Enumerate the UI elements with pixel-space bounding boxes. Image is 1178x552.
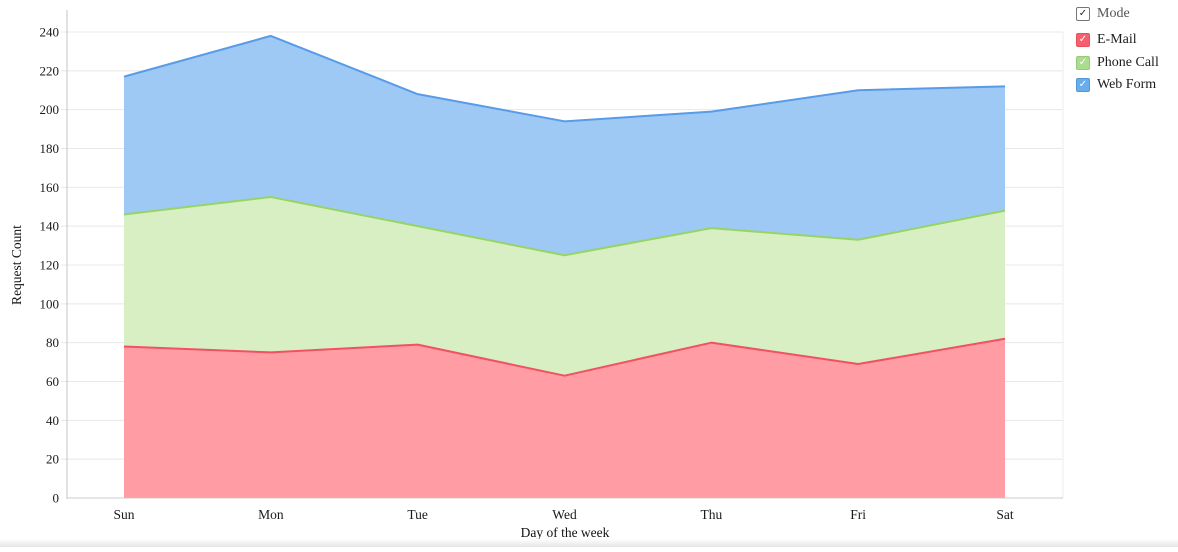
x-tick-label: Sun <box>113 507 134 522</box>
email-checkbox[interactable]: ✓ <box>1076 33 1090 47</box>
web-checkbox[interactable]: ✓ <box>1076 78 1090 92</box>
y-tick-label: 160 <box>40 180 60 195</box>
y-tick-label: 40 <box>46 413 59 428</box>
line-phone-call <box>123 196 1006 257</box>
check-icon: ✓ <box>1078 8 1088 19</box>
check-icon: ✓ <box>1078 79 1088 90</box>
legend-label: Mode <box>1097 6 1130 21</box>
x-tick-label: Tue <box>407 507 428 522</box>
x-axis-title: Day of the week <box>521 525 610 540</box>
y-tick-label: 140 <box>40 219 60 234</box>
line-web-form <box>123 34 1006 123</box>
check-icon: ✓ <box>1078 57 1088 68</box>
legend-item-web[interactable]: ✓ Web Form <box>1076 78 1156 92</box>
legend-item-email[interactable]: ✓ E-Mail <box>1076 33 1137 47</box>
phone-checkbox[interactable]: ✓ <box>1076 56 1090 70</box>
y-tick-label: 200 <box>40 102 60 117</box>
area-e-mail <box>124 338 1005 498</box>
x-tick-label: Mon <box>258 507 284 522</box>
legend-label: Phone Call <box>1097 55 1159 70</box>
legend-label: E-Mail <box>1097 32 1137 47</box>
mode-checkbox[interactable]: ✓ <box>1076 7 1090 21</box>
y-tick-label: 20 <box>46 452 59 467</box>
y-tick-label: 60 <box>46 374 59 389</box>
y-tick-label: 180 <box>40 141 60 156</box>
y-tick-label: 80 <box>46 335 59 350</box>
y-tick-label: 120 <box>40 258 60 273</box>
y-tick-label: 100 <box>40 296 60 311</box>
x-tick-label: Fri <box>850 507 866 522</box>
legend-item-phone[interactable]: ✓ Phone Call <box>1076 56 1159 70</box>
line-e-mail <box>123 337 1006 377</box>
y-tick-label: 240 <box>40 25 60 40</box>
x-tick-label: Sat <box>996 507 1014 522</box>
area-phone-call <box>124 197 1005 376</box>
y-axis-title: Request Count <box>9 225 24 305</box>
window-bottom-edge <box>0 539 1178 547</box>
y-tick-label: 0 <box>53 491 60 506</box>
area-web-form <box>124 35 1005 256</box>
check-icon: ✓ <box>1078 34 1088 45</box>
x-tick-label: Wed <box>552 507 577 522</box>
x-tick-label: Thu <box>700 507 722 522</box>
legend-label: Web Form <box>1097 77 1157 92</box>
legend-item-mode[interactable]: ✓ Mode <box>1076 7 1130 21</box>
y-tick-label: 220 <box>40 63 60 78</box>
